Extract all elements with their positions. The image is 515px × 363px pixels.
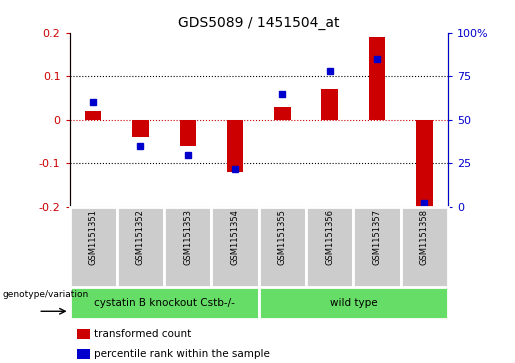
FancyBboxPatch shape	[117, 207, 164, 287]
Text: GSM1151357: GSM1151357	[372, 209, 382, 265]
FancyBboxPatch shape	[353, 207, 401, 287]
FancyBboxPatch shape	[164, 207, 212, 287]
Text: wild type: wild type	[330, 298, 377, 308]
FancyBboxPatch shape	[259, 287, 448, 319]
Text: GSM1151356: GSM1151356	[325, 209, 334, 265]
Text: GSM1151352: GSM1151352	[136, 209, 145, 265]
Bar	[85, 111, 101, 120]
Text: cystatin B knockout Cstb-/-: cystatin B knockout Cstb-/-	[94, 298, 235, 308]
Text: GSM1151358: GSM1151358	[420, 209, 429, 265]
Bar	[369, 37, 385, 120]
Bar	[227, 120, 244, 172]
Bar	[77, 349, 90, 359]
Text: GSM1151354: GSM1151354	[231, 209, 239, 265]
Bar	[132, 120, 149, 137]
Title: GDS5089 / 1451504_at: GDS5089 / 1451504_at	[178, 16, 339, 30]
FancyBboxPatch shape	[70, 287, 259, 319]
FancyBboxPatch shape	[259, 207, 306, 287]
Bar	[274, 107, 291, 120]
Bar	[321, 89, 338, 120]
FancyBboxPatch shape	[70, 207, 117, 287]
Text: genotype/variation: genotype/variation	[3, 290, 89, 299]
FancyBboxPatch shape	[306, 207, 353, 287]
Text: GSM1151353: GSM1151353	[183, 209, 192, 265]
Bar	[180, 120, 196, 146]
FancyBboxPatch shape	[401, 207, 448, 287]
Text: GSM1151355: GSM1151355	[278, 209, 287, 265]
FancyBboxPatch shape	[212, 207, 259, 287]
Text: GSM1151351: GSM1151351	[89, 209, 98, 265]
Text: transformed count: transformed count	[94, 329, 192, 339]
Bar	[416, 120, 433, 216]
Bar	[77, 330, 90, 339]
Text: percentile rank within the sample: percentile rank within the sample	[94, 349, 270, 359]
